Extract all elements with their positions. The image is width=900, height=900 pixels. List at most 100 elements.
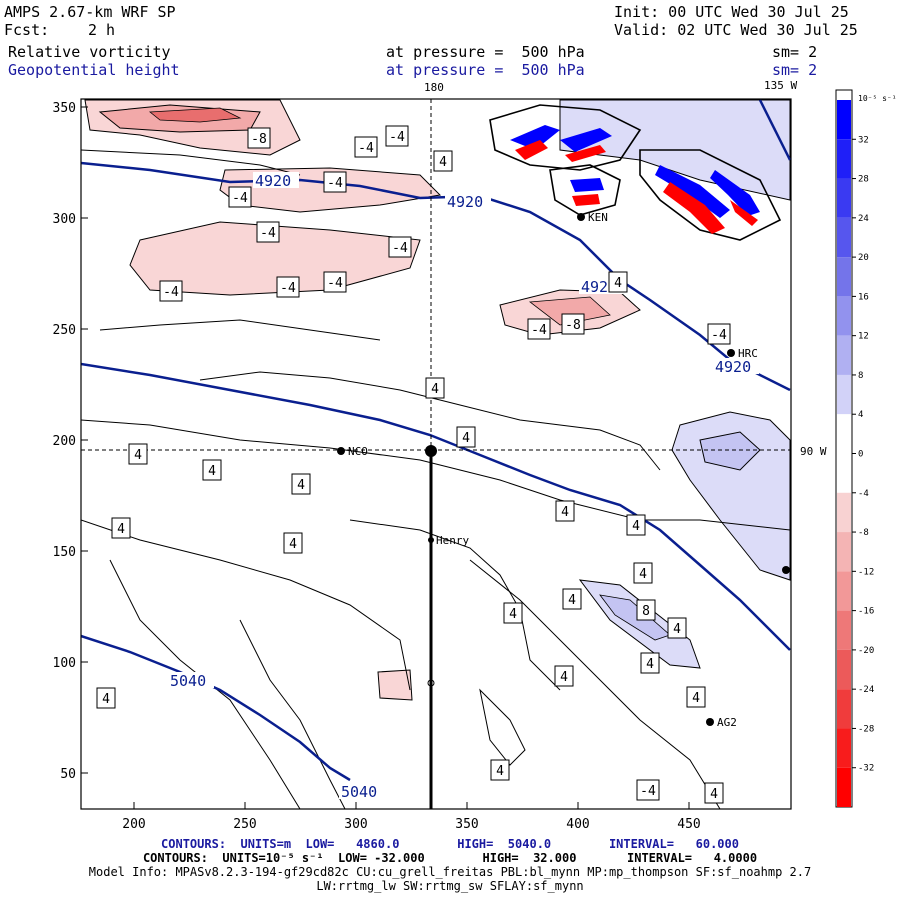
colorbar: 10⁻⁵ s⁻¹ 32 28 24 20 16 12 8 4 0 -4 -8 -12 -16 -20 -24… [835,89,897,808]
svg-text:4: 4 [560,670,568,685]
svg-text:4: 4 [568,593,576,608]
vort-pos-region [710,170,760,216]
svg-text:-4: -4 [260,226,276,241]
vort-contour [81,419,791,531]
svg-text:-8: -8 [565,318,581,333]
colorbar-cell [837,532,851,572]
svg-text:4: 4 [632,519,640,534]
vort-pos-region [699,431,761,471]
vort-label-box: 4 [291,473,311,495]
y-tick-label: 350 [53,101,76,116]
colorbar-cell [837,728,851,768]
vort-label-box: 8 [636,599,656,621]
svg-text:4: 4 [509,607,517,622]
pressure-level-2: at pressure = 500 hPa [386,61,585,79]
vort-pos-region [510,125,560,150]
height-label-4920: 4920 [447,193,483,211]
x-tick-label: 300 [344,817,367,832]
vort-label-box: 4 [283,532,303,554]
vort-pos-region [570,178,604,192]
svg-text:-4: -4 [232,191,248,206]
vort-label-box: -4 [636,779,660,801]
vort-label-box: -4 [256,221,280,243]
vort-contour [469,559,721,809]
vort-label-box: 4 [202,459,222,481]
forecast-label: Fcst: [4,21,50,39]
colorbar-tick-label: 28 [858,175,869,185]
vort-contour [349,519,561,691]
height-label-5040: 5040 [170,672,206,690]
height-label-4920: 4920 [255,172,291,190]
svg-text:-4: -4 [327,176,343,191]
vort-contour [239,619,346,809]
vort-label-box: -4 [527,318,551,340]
colorbar-tick-label: 32 [858,135,869,145]
colorbar-cell [837,610,851,650]
vort-label-box: 4 [111,517,131,539]
vort-neg-region [377,669,413,701]
svg-text:4: 4 [692,691,700,706]
vort-label-box: 4 [490,759,510,781]
vort-label-box: 4 [704,782,724,804]
svg-text:-8: -8 [251,132,267,147]
svg-text:4: 4 [102,692,110,707]
vort-label-box: -4 [323,171,347,193]
colorbar-tick-label: 24 [858,214,869,224]
colorbar-cell [837,767,851,807]
colorbar-tick-label: 0 [858,450,863,460]
smoothing-2: sm= 2 [772,61,818,79]
svg-text:4: 4 [208,464,216,479]
vort-contour [479,688,526,766]
colorbar-tick-label: -4 [858,489,869,499]
vort-contour [199,371,661,471]
longitude-label: 135 W [764,79,797,92]
height-contour-5040 [81,634,351,782]
vort-pos-region [599,594,671,641]
vort-label-box: -4 [388,236,412,258]
vort-label-box: 4 [633,562,653,584]
svg-text:4: 4 [561,505,569,520]
station-marker [337,447,345,455]
vort-label-box: -4 [323,271,347,293]
y-tick-label: 150 [53,545,76,560]
footer-height-contours: CONTOURS: UNITS=m LOW= 4860.0 HIGH= 5040… [161,837,739,851]
station-label-henry: Henry [436,534,469,547]
field-height: Geopotential height [8,61,180,79]
vort-label-box: -4 [228,186,252,208]
vort-pos-region [489,104,642,171]
svg-text:-4: -4 [389,130,405,145]
y-tick-label: 300 [53,212,76,227]
colorbar-tick-label: -8 [858,528,869,538]
y-tick-label: 100 [53,656,76,671]
vort-neg-region [663,182,725,234]
longitude-label: 180 [424,81,444,94]
colorbar-cell [837,492,851,533]
colorbar-tick-label: -28 [858,724,874,734]
colorbar-tick-label: -20 [858,646,874,656]
svg-text:4: 4 [614,276,622,291]
station-marker [727,349,735,357]
colorbar-tick-label: -12 [858,567,874,577]
vort-label-box: -4 [707,323,731,345]
svg-text:4: 4 [710,787,718,802]
axis-ticks [81,106,690,809]
vort-neg-region [148,107,242,123]
height-label-4920: 4920 [715,358,751,376]
colorbar-cell [837,178,851,218]
vort-neg-region [730,200,758,226]
vort-neg-region [572,194,600,206]
vort-contour [99,319,381,341]
vort-label-box: 4 [555,500,575,522]
colorbar-cell [837,335,851,375]
colorbar-tick-label: -16 [858,607,874,617]
svg-text:-4: -4 [280,281,296,296]
svg-text:4: 4 [297,478,305,493]
y-tick-label: 50 [60,767,76,782]
height-label-4920: 4920 [581,278,617,296]
footer-vorticity-contours: CONTOURS: UNITS=10⁻⁵ s⁻¹ LOW= -32.000 HI… [142,851,758,865]
vort-label-box: -4 [354,136,378,158]
svg-text:-4: -4 [531,323,547,338]
station-label-nco: NCO [348,445,368,458]
svg-text:4: 4 [289,537,297,552]
